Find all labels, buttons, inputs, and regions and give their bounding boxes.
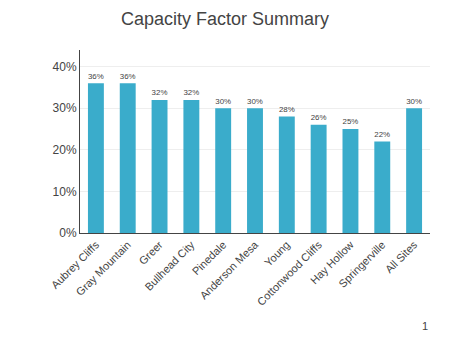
svg-text:36%: 36% [120,72,136,81]
svg-text:Cottonwood Cliffs: Cottonwood Cliffs [255,238,325,308]
svg-text:30%: 30% [215,97,231,106]
svg-text:Gray Mountain: Gray Mountain [74,239,134,299]
svg-text:Springerville: Springerville [336,239,387,290]
svg-text:28%: 28% [279,105,295,114]
svg-text:Greer: Greer [136,238,165,267]
svg-text:32%: 32% [152,88,168,97]
svg-text:10%: 10% [53,185,77,199]
svg-text:30%: 30% [247,97,263,106]
svg-text:Capacity Factor Summary: Capacity Factor Summary [121,9,329,29]
svg-text:Aubrey Cliffs: Aubrey Cliffs [49,238,102,291]
svg-text:30%: 30% [406,97,422,106]
svg-text:26%: 26% [311,113,327,122]
svg-text:Hay Hollow: Hay Hollow [308,238,356,286]
svg-text:22%: 22% [374,130,390,139]
svg-text:20%: 20% [53,143,77,157]
svg-text:1: 1 [422,320,428,332]
svg-text:Anderson Mesa: Anderson Mesa [197,238,261,302]
svg-text:Bullhead City: Bullhead City [142,238,197,293]
svg-text:30%: 30% [53,101,77,115]
svg-text:Pinedale: Pinedale [190,239,229,278]
svg-text:0%: 0% [59,226,77,240]
svg-text:40%: 40% [53,60,77,74]
svg-text:Young: Young [262,239,292,269]
svg-text:25%: 25% [343,117,359,126]
svg-text:All Sites: All Sites [383,238,420,275]
svg-text:32%: 32% [183,88,199,97]
svg-text:36%: 36% [88,72,104,81]
